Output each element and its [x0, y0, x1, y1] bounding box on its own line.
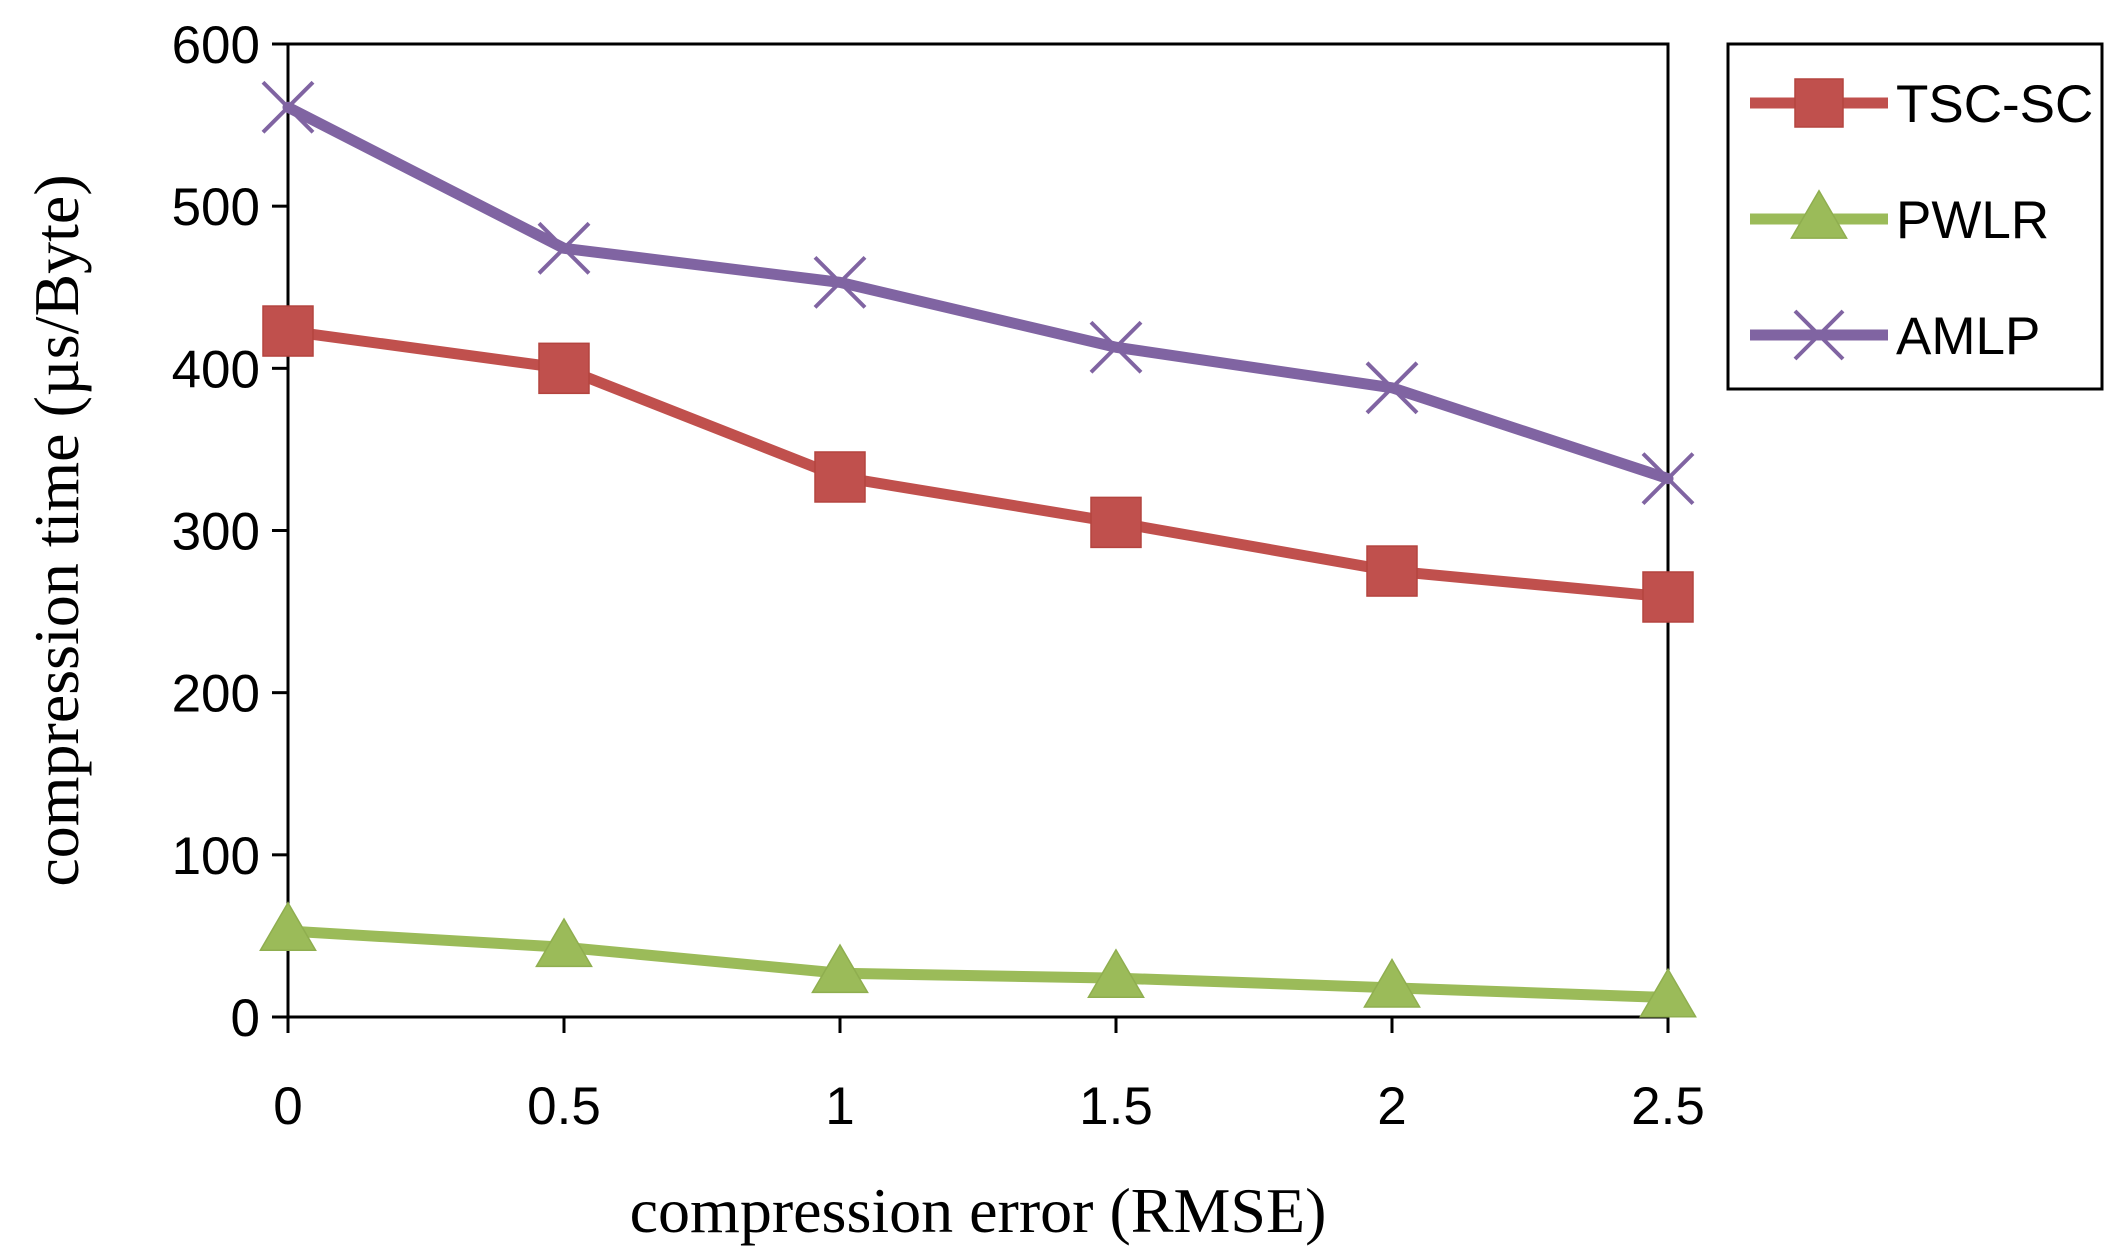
legend-label: TSC-SC	[1896, 75, 2093, 134]
data-point	[1090, 496, 1142, 549]
legend-swatch-marker	[1793, 309, 1845, 361]
y-tick-label: 400	[172, 340, 260, 399]
x-tick-label: 1	[825, 1077, 854, 1136]
data-point	[261, 80, 315, 134]
x-tick-label: 2.5	[1631, 1077, 1705, 1136]
legend-entry-amlp: AMLP	[1750, 307, 2040, 366]
x-axis-title: compression error (RMSE)	[630, 1175, 1327, 1246]
legend-label: PWLR	[1896, 191, 2049, 250]
legend-label: AMLP	[1896, 307, 2040, 366]
x-tick-label: 0	[273, 1077, 302, 1136]
x-tick-label: 1.5	[1079, 1077, 1153, 1136]
legend-swatch-marker	[1790, 189, 1848, 239]
y-tick-label: 600	[172, 16, 260, 75]
data-point	[1087, 948, 1145, 998]
data-point	[1639, 967, 1697, 1018]
y-tick-label: 300	[172, 503, 260, 562]
series-pwlr	[259, 901, 1697, 1018]
y-tick-label: 500	[172, 178, 260, 237]
data-point	[1641, 452, 1695, 506]
y-tick-label: 200	[172, 665, 260, 724]
plot-area	[286, 42, 1670, 1019]
y-tick-label: 100	[172, 827, 260, 886]
data-point	[259, 901, 317, 951]
series-line	[282, 325, 1674, 603]
x-axis-ticks: 0 0.5 1 1.5 2 2.5	[273, 1017, 1705, 1136]
data-point	[262, 305, 314, 357]
data-point	[535, 917, 593, 968]
data-point	[1366, 545, 1418, 597]
legend-entry-tsc-sc: TSC-SC	[1750, 75, 2093, 134]
data-point	[1363, 958, 1421, 1008]
y-axis-ticks: 0 100 200 300 400 500 600	[172, 16, 288, 1048]
data-point	[537, 221, 591, 275]
legend: TSC-SC PWLR AMLP	[1726, 42, 2104, 391]
series-line	[282, 925, 1674, 1004]
series-tsc-sc	[262, 305, 1694, 623]
legend-swatch-marker	[1794, 78, 1844, 128]
plot-border	[286, 42, 1670, 1019]
x-tick-label: 2	[1377, 1077, 1406, 1136]
y-axis-title: compression time (µs/Byte)	[21, 174, 92, 886]
data-point	[813, 255, 867, 309]
series-amlp	[261, 80, 1695, 506]
data-point	[811, 943, 869, 994]
data-point	[814, 451, 866, 503]
data-point	[1365, 361, 1419, 415]
data-point	[1089, 320, 1143, 374]
y-tick-label: 0	[231, 989, 260, 1048]
x-tick-label: 0.5	[527, 1077, 601, 1136]
data-point	[538, 342, 590, 395]
series-line	[282, 101, 1674, 485]
series-layer	[259, 80, 1697, 1018]
data-point	[1642, 571, 1694, 623]
legend-entry-pwlr: PWLR	[1750, 189, 2049, 250]
